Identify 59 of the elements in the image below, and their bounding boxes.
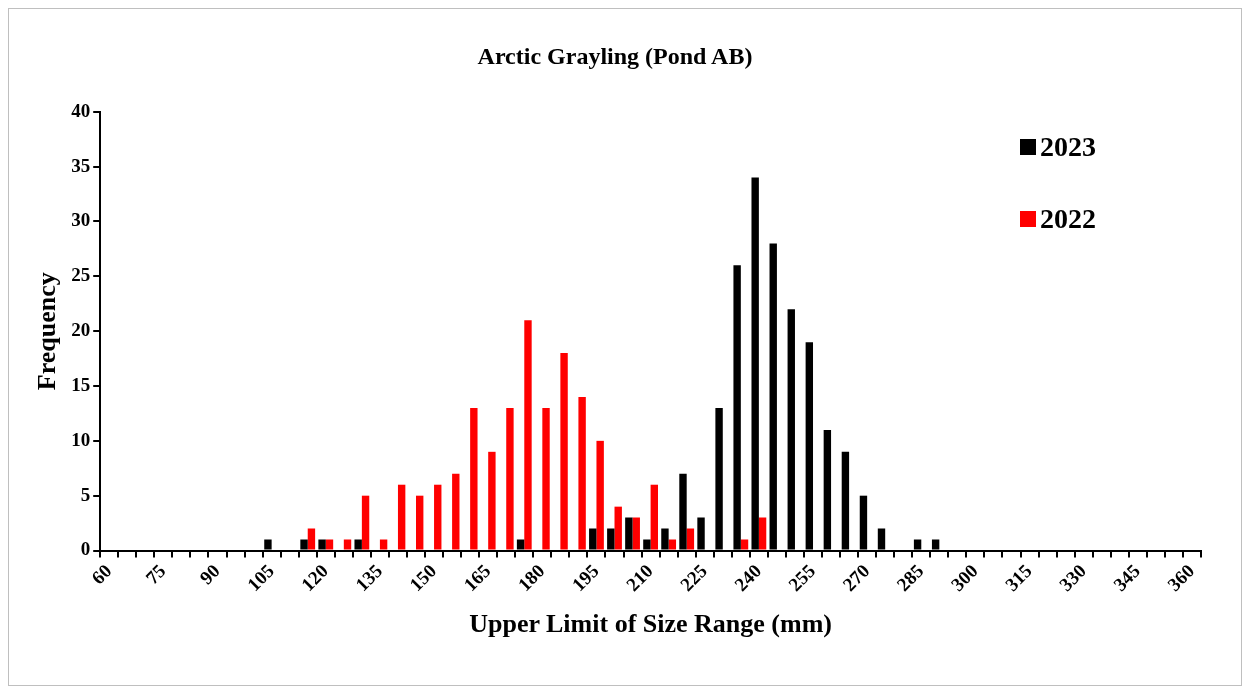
x-tick-label: 150: [405, 560, 441, 596]
y-tick-label: 30: [71, 209, 91, 231]
x-axis-title: Upper Limit of Size Range (mm): [469, 609, 832, 639]
bar: [524, 320, 532, 550]
x-tick-label: 90: [195, 560, 224, 589]
legend-label: 2022: [1040, 203, 1096, 235]
bar: [325, 539, 334, 550]
x-tick-label: 255: [784, 560, 820, 596]
bar: [488, 451, 496, 550]
bar: [632, 517, 640, 550]
y-tick-label: 0: [80, 538, 91, 560]
x-tick-label: 330: [1055, 560, 1090, 596]
bar: [596, 440, 604, 550]
y-tick-label: 40: [71, 99, 91, 121]
bar: [614, 506, 622, 550]
bar: [578, 396, 586, 550]
bar: [307, 528, 316, 550]
x-tick-label: 165: [459, 560, 495, 596]
x-tick-label: 240: [730, 560, 766, 596]
bar: [470, 407, 478, 550]
bar: [397, 484, 406, 550]
bar: [686, 528, 695, 550]
y-tick-label: 10: [71, 428, 91, 450]
y-tick-label: 15: [71, 373, 91, 395]
y-tick-label: 5: [80, 483, 91, 505]
bar: [343, 539, 352, 550]
x-tick-label: 210: [621, 560, 657, 596]
x-tick-label: 225: [676, 560, 712, 596]
y-axis-title: Frequency: [32, 272, 62, 391]
y-tick-label: 20: [71, 319, 91, 341]
bar: [542, 407, 550, 550]
y-tick-label: 25: [71, 264, 91, 286]
x-tick-label: 315: [1000, 560, 1036, 596]
legend-label: 2023: [1040, 131, 1096, 163]
x-tick-label: 105: [242, 560, 278, 596]
bar: [758, 517, 767, 550]
x-tick-label: 135: [351, 560, 387, 596]
x-tick-label: 345: [1109, 560, 1145, 596]
x-tick-label: 195: [567, 560, 603, 596]
bar: [361, 495, 370, 550]
x-tick-label: 120: [297, 560, 333, 596]
x-tick-label: 75: [141, 560, 170, 589]
x-tick-label: 60: [87, 560, 116, 589]
bar: [379, 539, 388, 550]
bar: [560, 353, 568, 550]
bar: [650, 484, 658, 550]
x-tick-label: 360: [1163, 560, 1199, 596]
y-tick-label: 35: [71, 154, 91, 176]
bar: [416, 495, 424, 550]
bar: [668, 539, 677, 550]
bar: [740, 539, 749, 550]
x-tick-label: 270: [838, 560, 874, 596]
bar: [506, 407, 514, 550]
bar: [434, 484, 442, 550]
x-tick-label: 300: [946, 560, 982, 596]
x-tick-label: 180: [513, 560, 549, 596]
x-tick-label: 285: [892, 560, 928, 596]
bar: [452, 473, 460, 550]
chart-title: Arctic Grayling (Pond AB): [477, 42, 753, 69]
